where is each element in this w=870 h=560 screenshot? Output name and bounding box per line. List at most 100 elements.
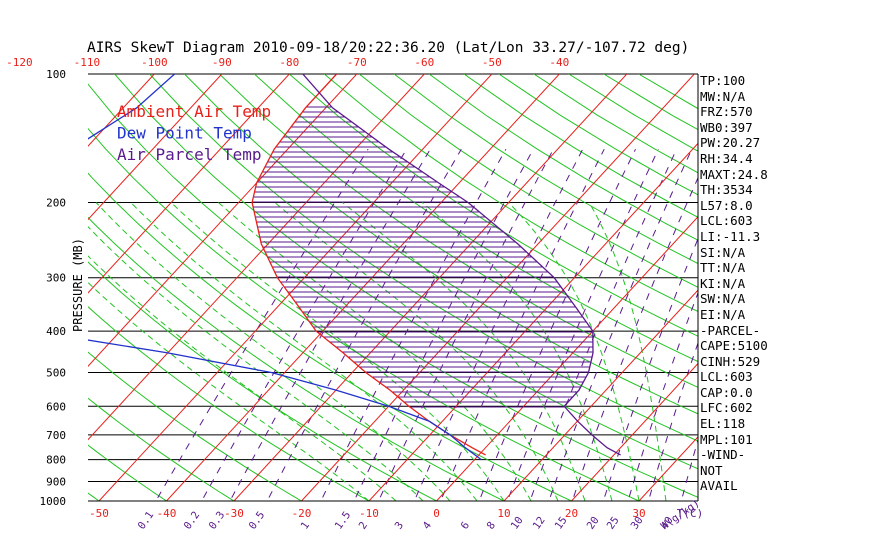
dry-adiabat-line xyxy=(149,74,698,442)
top-temp-tick-label: -120 xyxy=(6,56,33,69)
pressure-tick-label: 200 xyxy=(46,197,66,210)
mixing-ratio-line xyxy=(155,148,369,501)
dry-adiabat-line xyxy=(88,444,168,501)
moist-adiabat-line xyxy=(88,281,370,501)
sounding-index-line: TP:100 xyxy=(700,73,746,88)
sounding-index-line: L57:8.0 xyxy=(700,197,753,213)
mixing-ratio-label: 15 xyxy=(553,514,570,531)
dry-adiabat-line xyxy=(88,172,573,501)
plot-area xyxy=(0,74,698,510)
sounding-index-line: CAPE:5100 xyxy=(700,338,768,354)
bottom-temp-tick-label: 20 xyxy=(565,507,578,520)
pressure-tick-label: 700 xyxy=(46,429,66,442)
dry-adiabat-line xyxy=(88,397,235,501)
dry-adiabat-line xyxy=(219,74,698,388)
sounding-index-line: SI:N/A xyxy=(700,244,746,260)
sounding-index-line: LCL:603 xyxy=(700,213,753,229)
legend-entry: Ambient Air Temp xyxy=(117,102,271,121)
chart-title: AIRS SkewT Diagram 2010-09-18/20:22:36.2… xyxy=(87,40,689,56)
mixing-ratio-label: 0.5 xyxy=(247,509,268,531)
profile-series xyxy=(88,74,621,461)
sounding-index-line: RH:34.4 xyxy=(700,150,753,166)
bottom-temp-tick-label: 0 xyxy=(433,507,440,520)
mixing-ratio-line xyxy=(506,148,659,501)
mixing-ratio-line xyxy=(413,148,584,501)
moist-adiabat-line xyxy=(508,202,640,501)
air-parcel-temp-line xyxy=(302,74,621,456)
moist-adiabat-line xyxy=(95,202,451,501)
mixing-ratio-label: 1.5 xyxy=(333,509,354,531)
pressure-tick-label: 900 xyxy=(46,475,66,488)
mixing-ratio-line xyxy=(627,291,698,501)
mixing-ratio-line xyxy=(201,148,408,501)
sounding-index-line: -PARCEL- xyxy=(700,322,761,338)
mixing-ratio-label: 4 xyxy=(421,520,434,532)
mixing-ratio-label: 0.1 xyxy=(136,509,157,531)
dry-adiabat-line xyxy=(323,74,698,313)
y-axis-label: PRESSURE (MB) xyxy=(71,238,85,332)
isotherm-line xyxy=(0,74,19,501)
pressure-tick-label: 300 xyxy=(46,272,66,285)
plot-frame xyxy=(88,74,699,502)
legend-entry: Air Parcel Temp xyxy=(117,145,262,164)
dry-adiabat-line xyxy=(184,74,698,415)
bottom-temp-tick-label: -50 xyxy=(89,507,109,520)
top-temp-tick-label: -50 xyxy=(482,56,502,69)
mixing-ratio-line xyxy=(266,148,462,501)
mixing-ratio-label: 8 xyxy=(485,520,498,532)
mixing-ratio-label: 1 xyxy=(299,520,312,532)
sounding-index-line: CAP:0.0 xyxy=(700,384,753,400)
top-temp-tick-label: -60 xyxy=(414,56,434,69)
moist-adiabat-line xyxy=(88,255,397,501)
isotherm-line xyxy=(88,74,223,221)
isotherm-line xyxy=(88,74,155,147)
top-temp-tick-label: -90 xyxy=(212,56,232,69)
dry-adiabat-line xyxy=(288,74,698,337)
isotherm-line xyxy=(88,74,358,367)
sounding-index-line: WB0:397 xyxy=(700,119,753,135)
isotherm-line xyxy=(88,74,425,441)
pressure-tick-label: 600 xyxy=(46,400,66,413)
top-temp-tick-label: -110 xyxy=(74,56,101,69)
mixing-ratio-label: 10 xyxy=(509,514,526,531)
top-temp-tick-label: -100 xyxy=(141,56,168,69)
top-temp-tick-label: -40 xyxy=(549,56,569,69)
mixing-ratio-label: 20 xyxy=(585,514,602,531)
bottom-temp-tick-label: -10 xyxy=(359,507,379,520)
mixing-ratio-label: 2 xyxy=(357,520,370,532)
sounding-index-line: NOT xyxy=(700,462,723,478)
mixing-ratio-line xyxy=(229,148,431,501)
dry-adiabat-line xyxy=(0,74,43,510)
dry-adiabat-line xyxy=(88,83,698,498)
mixing-ratio-label: 0.2 xyxy=(182,509,203,531)
isotherm-line xyxy=(436,216,698,501)
mixing-ratio-label: 30 xyxy=(629,514,646,531)
sounding-index-line: TT:N/A xyxy=(700,260,746,276)
dew-point-temp-line xyxy=(88,74,482,461)
mixing-ratio-line xyxy=(647,341,698,501)
bottom-temp-tick-label: -20 xyxy=(292,507,312,520)
dry-adiabat-line xyxy=(88,127,641,501)
dry-adiabat-line xyxy=(393,74,698,265)
mixing-ratio-label: 25 xyxy=(605,514,622,531)
mixing-ratio-line xyxy=(478,148,636,501)
mixing-ratio-line xyxy=(602,237,698,501)
sounding-index-line: LCL:603 xyxy=(700,369,753,385)
top-temp-tick-label: -80 xyxy=(279,56,299,69)
dry-adiabat-line xyxy=(254,74,698,363)
isotherm-line xyxy=(571,362,698,501)
pressure-tick-label: 400 xyxy=(46,325,66,338)
moist-adiabat-line xyxy=(130,202,478,501)
sounding-index-line: EI:N/A xyxy=(700,306,746,322)
bottom-temp-tick-label: -30 xyxy=(224,507,244,520)
dry-adiabat-line xyxy=(114,74,698,470)
mixing-ratio-line xyxy=(440,148,605,501)
sounding-index-line: MW:N/A xyxy=(700,88,746,104)
pressure-tick-label: 1000 xyxy=(40,495,67,508)
dry-adiabat-line xyxy=(88,216,506,501)
moist-adiabat-line xyxy=(88,225,424,501)
top-temp-tick-label: -70 xyxy=(347,56,367,69)
dry-adiabat-line xyxy=(358,74,698,288)
